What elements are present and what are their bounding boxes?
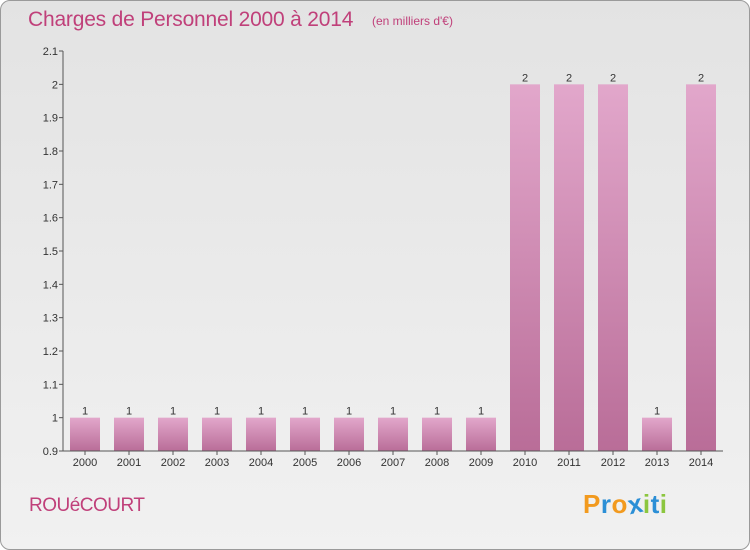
- logo-letter: o: [611, 489, 628, 519]
- logo-letter: i: [659, 489, 668, 519]
- x-tick-label: 2000: [73, 457, 97, 469]
- y-tick-label: 1.1: [43, 379, 58, 391]
- y-tick-label: 2.1: [43, 46, 58, 58]
- y-tick-label: 1.3: [43, 313, 58, 325]
- data-label-2005: 1: [302, 406, 308, 418]
- x-tick-label: 2012: [601, 457, 625, 469]
- data-label-2002: 1: [170, 406, 176, 418]
- data-label-2004: 1: [258, 406, 264, 418]
- bar-2003: [202, 417, 232, 451]
- x-tick-label: 2006: [337, 457, 361, 469]
- x-tick-label: 2011: [557, 457, 581, 469]
- x-tick-label: 2003: [205, 457, 229, 469]
- x-tick-label: 2009: [469, 457, 493, 469]
- logo-letter: r: [600, 489, 612, 519]
- data-label-2011: 2: [566, 72, 572, 84]
- bar-2014: [686, 84, 716, 451]
- x-tick-label: 2007: [381, 457, 405, 469]
- y-tick-label: 1.7: [43, 179, 58, 191]
- bar-2005: [290, 417, 320, 451]
- y-tick-label: 1.9: [43, 113, 58, 125]
- x-tick-label: 2008: [425, 457, 449, 469]
- bar-2009: [466, 417, 496, 451]
- bar-2012: [598, 84, 628, 451]
- bar-2013: [642, 417, 672, 451]
- logo-letter: P: [583, 489, 601, 519]
- y-tick-label: 1: [52, 413, 58, 425]
- data-label-2008: 1: [434, 406, 440, 418]
- y-tick-label: 2: [52, 79, 58, 91]
- bar-2007: [378, 417, 408, 451]
- data-label-2014: 2: [698, 72, 704, 84]
- bar-2008: [422, 417, 452, 451]
- x-tick-label: 2001: [117, 457, 141, 469]
- x-tick-label: 2005: [293, 457, 317, 469]
- y-tick-label: 1.8: [43, 146, 58, 158]
- bar-2006: [334, 417, 364, 451]
- data-label-2012: 2: [610, 72, 616, 84]
- data-label-2000: 1: [82, 406, 88, 418]
- bar-2010: [510, 84, 540, 451]
- data-label-2006: 1: [346, 406, 352, 418]
- bar-2001: [114, 417, 144, 451]
- x-tick-label: 2002: [161, 457, 185, 469]
- data-label-2007: 1: [390, 406, 396, 418]
- y-tick-label: 1.2: [43, 346, 58, 358]
- x-tick-label: 2004: [249, 457, 273, 469]
- chart-title: Charges de Personnel 2000 à 2014: [28, 8, 354, 31]
- y-tick-label: 1.4: [43, 279, 58, 291]
- y-tick-label: 0.9: [43, 446, 58, 458]
- data-label-2009: 1: [478, 406, 484, 418]
- bar-2000: [70, 417, 100, 451]
- bar-2004: [246, 417, 276, 451]
- y-tick-label: 1.5: [43, 246, 58, 258]
- logo-letter: i: [642, 489, 651, 519]
- bar-2002: [158, 417, 188, 451]
- bar-2011: [554, 84, 584, 451]
- x-tick-label: 2013: [645, 457, 669, 469]
- y-tick-label: 1.6: [43, 213, 58, 225]
- data-label-2001: 1: [126, 406, 132, 418]
- chart-subtitle: (en milliers d'€): [372, 14, 453, 28]
- data-label-2013: 1: [654, 406, 660, 418]
- logo-letter: t: [650, 489, 660, 519]
- x-tick-label: 2014: [689, 457, 713, 469]
- x-tick-label: 2010: [513, 457, 537, 469]
- data-label-2010: 2: [522, 72, 528, 84]
- proxiti-logo: Proxiti: [583, 488, 668, 520]
- data-label-2003: 1: [214, 406, 220, 418]
- commune-name: ROUéCOURT: [29, 495, 145, 516]
